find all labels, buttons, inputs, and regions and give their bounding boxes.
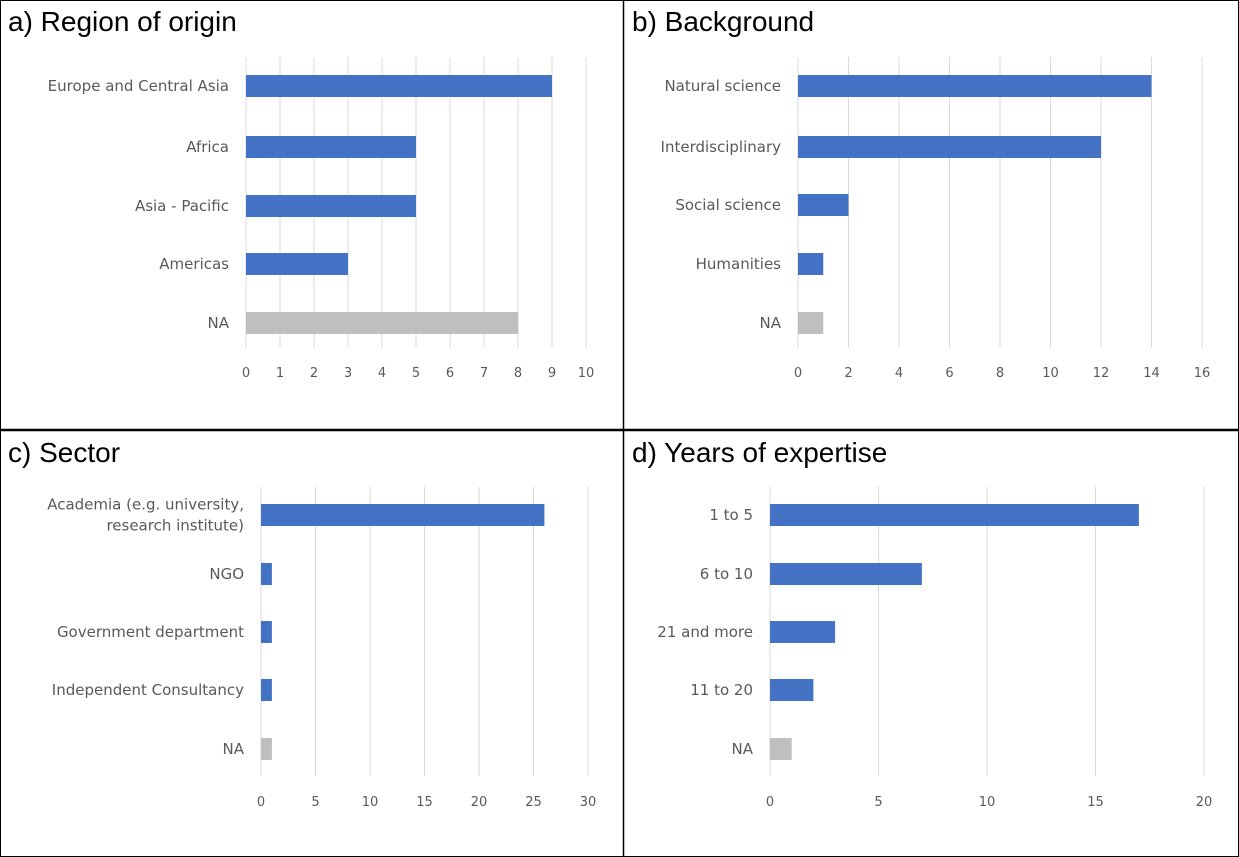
x-tick-label: 5 [874, 795, 882, 810]
category-label: Natural science [664, 77, 781, 95]
x-tick-label: 4 [895, 366, 903, 381]
bar-6-to-10 [770, 563, 922, 585]
x-tick-label: 10 [578, 366, 595, 381]
category-label: Humanities [696, 255, 782, 273]
bar-academia-e-g-university-research-institute [261, 504, 545, 526]
bar-humanities [798, 253, 824, 275]
x-tick-label: 4 [378, 366, 386, 381]
x-tick-label: 6 [945, 366, 953, 381]
category-label: Social science [675, 196, 781, 214]
chart-panel-background: b) Background 0 2 4 6 8 10 12 14 16 Natural scien… [624, 0, 1239, 430]
bar-na [798, 312, 824, 334]
bar-africa [246, 136, 416, 158]
x-tick-label: 20 [1196, 795, 1213, 810]
x-tick-label: 9 [548, 366, 556, 381]
category-label: Africa [186, 138, 229, 156]
x-tick-label: 6 [446, 366, 454, 381]
bar-chart-region-of-origin: 0 1 2 3 4 5 6 7 8 9 10 Europe and Central Asia Afric… [48, 57, 595, 381]
bar-na [261, 738, 272, 760]
category-label: NA [208, 314, 230, 332]
chart-title: b) Background [632, 6, 815, 37]
x-tick-label: 15 [1087, 795, 1104, 810]
category-label: NA [732, 740, 754, 758]
category-label: 11 to 20 [690, 681, 753, 699]
bar-11-to-20 [770, 679, 814, 701]
x-tick-label: 0 [794, 366, 802, 381]
category-label: Independent Consultancy [52, 681, 244, 699]
x-tick-label: 10 [362, 795, 379, 810]
category-label: Europe and Central Asia [48, 77, 229, 95]
bar-americas [246, 253, 348, 275]
chart-title: a) Region of origin [8, 6, 237, 37]
category-label: 21 and more [657, 623, 753, 641]
bar-21-and-more [770, 621, 836, 643]
bar-1-to-5 [770, 504, 1139, 526]
bar-na [246, 312, 518, 334]
category-label: NGO [209, 565, 244, 583]
bar-ngo [261, 563, 272, 585]
chart-panel-sector: c) Sector 0 5 10 15 20 25 30 Academia (e.g. uni… [0, 431, 623, 857]
x-tick-label: 5 [412, 366, 420, 381]
x-tick-label: 16 [1194, 366, 1211, 381]
bar-asia-pacific [246, 195, 416, 217]
x-tick-label: 1 [276, 366, 284, 381]
category-label: 6 to 10 [700, 565, 753, 583]
x-tick-label: 3 [344, 366, 352, 381]
x-tick-label: 25 [525, 795, 542, 810]
x-tick-label: 10 [1042, 366, 1059, 381]
x-tick-label: 0 [257, 795, 265, 810]
x-tick-label: 8 [996, 366, 1004, 381]
x-tick-label: 0 [766, 795, 774, 810]
x-tick-label: 12 [1093, 366, 1110, 381]
category-label: 1 to 5 [709, 506, 753, 524]
x-tick-label: 5 [311, 795, 319, 810]
x-tick-label: 10 [979, 795, 996, 810]
x-tick-label: 0 [242, 366, 250, 381]
bar-interdisciplinary [798, 136, 1101, 158]
x-tick-label: 2 [310, 366, 318, 381]
chart-title: c) Sector [8, 437, 121, 468]
category-label: NA [223, 740, 245, 758]
category-label: Asia - Pacific [135, 197, 229, 215]
category-label: NA [760, 314, 782, 332]
chart-panel-years-of-expertise: d) Years of expertise 0 5 10 15 20 1 to 5 6 to… [624, 431, 1239, 857]
chart-panel-region-of-origin: a) Region of origin 0 1 2 3 4 5 6 7 8 9 10 Europe a… [0, 0, 623, 430]
bar-natural-science [798, 75, 1152, 97]
bar-na [770, 738, 792, 760]
chart-title: d) Years of expertise [632, 437, 888, 468]
bar-social-science [798, 194, 849, 216]
bar-chart-sector: 0 5 10 15 20 25 30 Academia (e.g. university, re… [47, 487, 597, 810]
bar-independent-consultancy [261, 679, 272, 701]
x-tick-label: 8 [514, 366, 522, 381]
category-label: Americas [159, 255, 229, 273]
x-tick-label: 30 [580, 795, 597, 810]
category-label: research institute) [106, 517, 244, 535]
x-tick-label: 14 [1143, 366, 1160, 381]
bar-chart-background: 0 2 4 6 8 10 12 14 16 Natural science Interdiscipl… [661, 57, 1211, 381]
x-tick-label: 20 [471, 795, 488, 810]
x-tick-label: 2 [844, 366, 852, 381]
category-label: Interdisciplinary [661, 138, 782, 156]
bar-chart-years-of-expertise: 0 5 10 15 20 1 to 5 6 to 10 21 and more 11 to 20… [657, 487, 1213, 810]
bar-government-department [261, 621, 272, 643]
x-tick-label: 15 [416, 795, 433, 810]
x-tick-label: 7 [480, 366, 488, 381]
category-label: Academia (e.g. university, [47, 496, 244, 514]
category-label: Government department [57, 623, 244, 641]
bar-europe-and-central-asia [246, 75, 552, 97]
